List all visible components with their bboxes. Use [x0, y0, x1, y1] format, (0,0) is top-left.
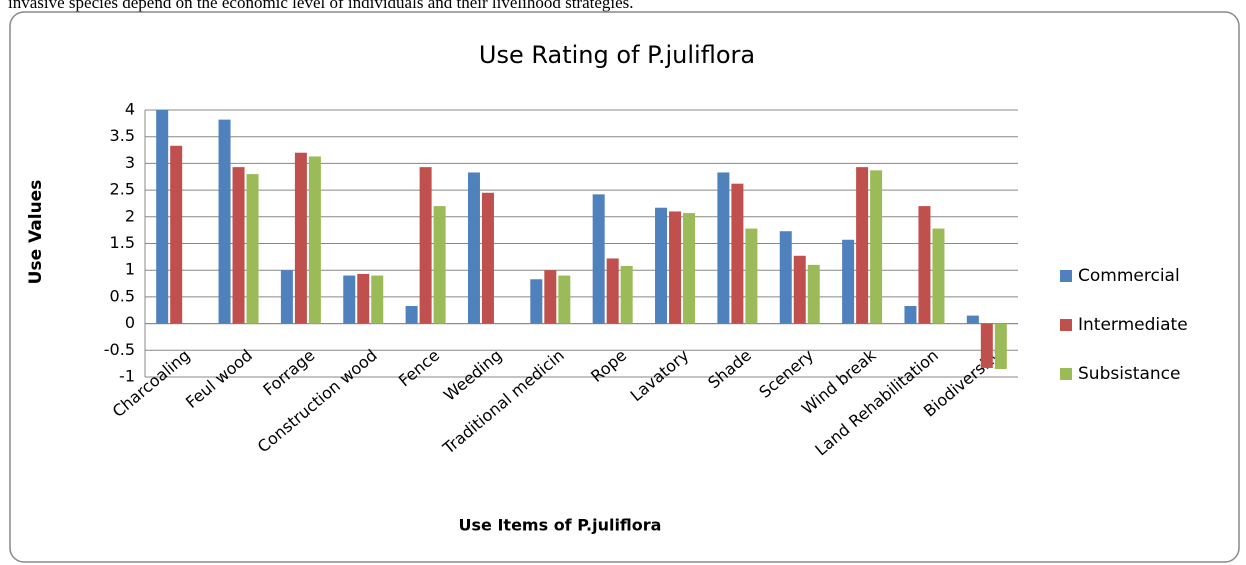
- y-tick-label: 2: [125, 206, 135, 225]
- bar: [669, 211, 682, 324]
- bar: [745, 228, 758, 324]
- bar: [232, 167, 245, 324]
- y-tick-label: 1: [125, 260, 135, 279]
- bar: [294, 152, 307, 324]
- y-tick-label: 1.5: [110, 233, 135, 252]
- bar: [156, 110, 169, 324]
- bar: [592, 194, 605, 324]
- y-tick-label: 3.5: [110, 126, 135, 145]
- bar: [620, 265, 633, 324]
- y-tick-label: 0.5: [110, 286, 135, 305]
- bar: [932, 228, 945, 324]
- bar: [842, 239, 855, 324]
- bar: [481, 192, 494, 324]
- legend-label: Commercial: [1078, 266, 1180, 286]
- bar: [683, 213, 696, 324]
- bar: [558, 275, 571, 324]
- y-tick-label: 4: [125, 100, 135, 119]
- bar: [530, 279, 543, 324]
- bar: [966, 315, 979, 324]
- legend-swatch: [1060, 368, 1072, 380]
- legend-swatch: [1060, 319, 1072, 331]
- bar: [856, 167, 869, 324]
- bar: [405, 305, 418, 324]
- y-tick-label: 2.5: [110, 180, 135, 199]
- bar: [717, 172, 730, 324]
- bar: [467, 172, 480, 324]
- bar: [606, 258, 619, 324]
- bar: [544, 270, 557, 324]
- bar: [655, 207, 668, 324]
- bar: [419, 167, 432, 324]
- x-axis-label: Use Items of P.juliflora: [459, 516, 662, 535]
- bar: [870, 170, 883, 324]
- bar: [170, 145, 183, 324]
- y-tick-label: 0: [125, 313, 135, 332]
- page-text: invasive species depend on the economic …: [8, 0, 634, 12]
- bar: [308, 156, 321, 324]
- bar: [904, 305, 917, 324]
- bar: [246, 174, 259, 324]
- y-axis-label: Use Values: [26, 180, 46, 285]
- bar: [918, 206, 931, 324]
- bar: [371, 275, 384, 324]
- legend-label: Subsistance: [1078, 364, 1180, 384]
- bar: [433, 206, 446, 324]
- bar: [779, 231, 792, 324]
- legend-label: Intermediate: [1078, 315, 1188, 335]
- bar: [280, 270, 293, 324]
- bar: [731, 183, 744, 324]
- bar: [980, 323, 993, 368]
- bar: [807, 264, 820, 324]
- y-tick-label: -0.5: [104, 340, 135, 359]
- y-tick-label: -1: [119, 367, 135, 386]
- bar: [793, 255, 806, 324]
- bar: [994, 323, 1007, 369]
- bar: [357, 273, 370, 324]
- y-tick-label: 3: [125, 153, 135, 172]
- bar: [343, 275, 356, 324]
- legend-swatch: [1060, 270, 1072, 282]
- bar: [218, 119, 231, 324]
- chart-title: Use Rating of P.juliflora: [479, 41, 755, 69]
